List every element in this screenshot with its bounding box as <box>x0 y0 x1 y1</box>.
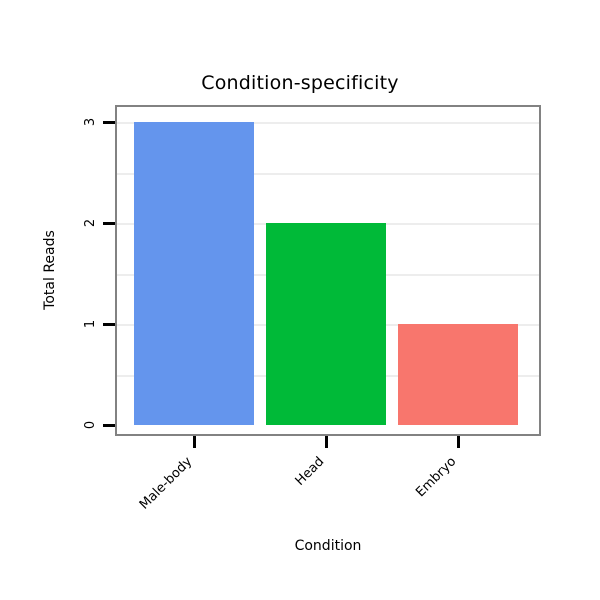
x-axis-tick <box>456 436 460 448</box>
y-axis-tick <box>103 120 115 124</box>
bar-embryo <box>398 324 518 425</box>
x-axis-tick <box>324 436 328 448</box>
x-category-label: Embryo <box>413 454 460 501</box>
bar-male-body <box>134 122 254 425</box>
bar-head <box>266 223 386 425</box>
y-axis-tick <box>103 423 115 427</box>
x-axis-tick <box>192 436 196 448</box>
x-category-label: Male-body <box>136 454 196 513</box>
y-tick-label: 2 <box>82 218 98 228</box>
y-axis-tick <box>103 221 115 225</box>
y-axis-title: Total Reads <box>42 230 58 310</box>
y-tick-label: 3 <box>82 117 98 127</box>
gridline <box>117 172 539 175</box>
plot-area <box>115 105 541 436</box>
chart-title: Condition-specificity <box>201 72 399 94</box>
y-tick-label: 0 <box>82 420 98 430</box>
x-category-label: Head <box>292 454 328 489</box>
gridline <box>117 122 539 124</box>
x-axis-title: Condition <box>294 538 362 554</box>
y-tick-label: 1 <box>82 319 98 329</box>
y-axis-tick <box>103 322 115 326</box>
